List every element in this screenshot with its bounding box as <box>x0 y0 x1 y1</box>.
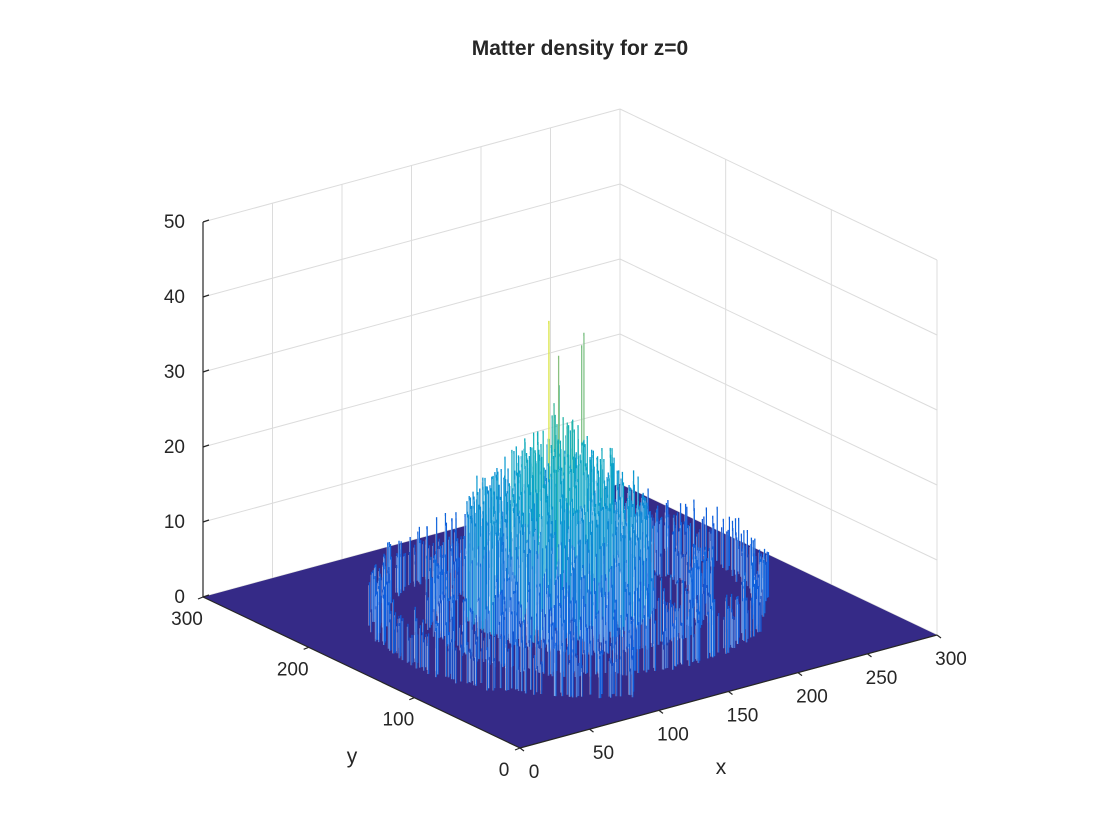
grid-line-z-right-wall <box>619 408 938 561</box>
grid-line-z-right-wall <box>619 183 938 336</box>
grid-line-z-back-wall <box>202 258 621 373</box>
grid-line-z-back-wall <box>202 108 621 223</box>
grid-line-z-back-wall <box>202 183 621 298</box>
grid-line-z-back-wall <box>202 408 621 523</box>
grid-line-z-right-wall <box>619 333 938 486</box>
grid-line-z-back-wall <box>202 333 621 448</box>
grid-line-z-right-wall <box>619 258 938 411</box>
density-surface <box>203 320 937 748</box>
grid-line-z-right-wall <box>619 108 938 261</box>
